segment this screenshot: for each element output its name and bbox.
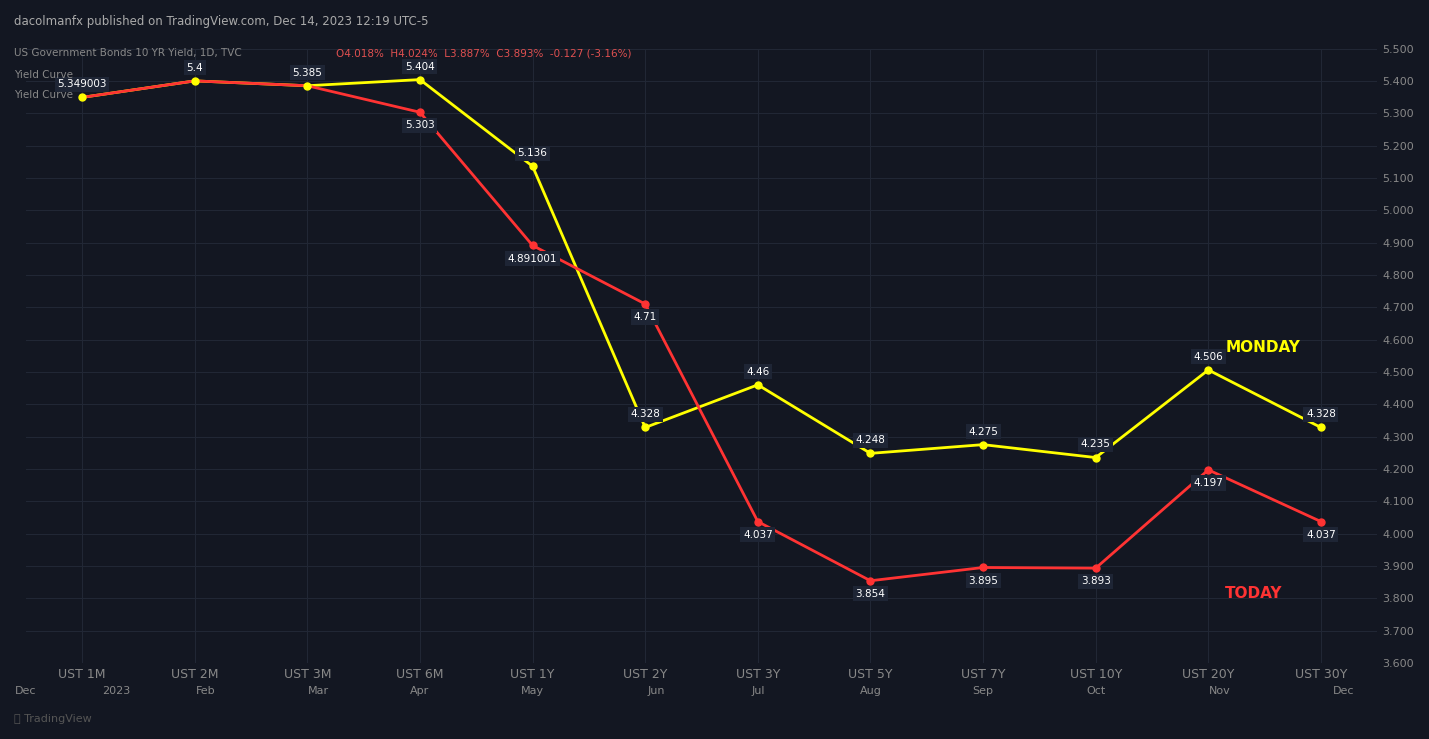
Text: 5.404: 5.404 — [404, 61, 434, 72]
Text: Aug: Aug — [859, 686, 882, 696]
Text: 4.037: 4.037 — [1306, 530, 1336, 539]
Text: 4.197: 4.197 — [1193, 478, 1223, 488]
Text: 4.275: 4.275 — [967, 426, 997, 437]
Text: Jun: Jun — [647, 686, 666, 696]
Text: dacolmanfx published on TradingView.com, Dec 14, 2023 12:19 UTC-5: dacolmanfx published on TradingView.com,… — [14, 15, 429, 28]
Text: TODAY: TODAY — [1225, 586, 1283, 602]
Text: 3.893: 3.893 — [1080, 576, 1110, 586]
Text: 4.46: 4.46 — [746, 367, 769, 377]
Text: Nov: Nov — [1209, 686, 1230, 696]
Text: 4.506: 4.506 — [1193, 352, 1223, 362]
Text: 5.303: 5.303 — [404, 120, 434, 130]
Text: 4.037: 4.037 — [743, 530, 773, 539]
Text: O4.018%  H4.024%  L3.887%  C3.893%  -0.127 (-3.16%): O4.018% H4.024% L3.887% C3.893% -0.127 (… — [336, 48, 632, 58]
Text: MONDAY: MONDAY — [1225, 341, 1300, 355]
Text: 5.136: 5.136 — [517, 148, 547, 158]
Text: 2023: 2023 — [101, 686, 130, 696]
Text: 5.385: 5.385 — [293, 68, 323, 78]
Text: 5.349003: 5.349003 — [57, 79, 107, 89]
Text: Dec: Dec — [14, 686, 37, 696]
Text: Oct: Oct — [1086, 686, 1105, 696]
Text: Dec: Dec — [1333, 686, 1355, 696]
Text: 4.235: 4.235 — [1080, 440, 1110, 449]
Text: US Government Bonds 10 YR Yield, 1D, TVC: US Government Bonds 10 YR Yield, 1D, TVC — [14, 48, 249, 58]
Text: Mar: Mar — [309, 686, 329, 696]
Text: Yield Curve: Yield Curve — [14, 70, 73, 81]
Text: May: May — [522, 686, 544, 696]
Text: 4.328: 4.328 — [1306, 409, 1336, 420]
Text: 3.854: 3.854 — [856, 589, 886, 599]
Text: 4.328: 4.328 — [630, 409, 660, 420]
Text: Jul: Jul — [752, 686, 765, 696]
Text: 🔺 TradingView: 🔺 TradingView — [14, 714, 91, 724]
Text: 4.891001: 4.891001 — [507, 253, 557, 264]
Text: Yield Curve: Yield Curve — [14, 90, 73, 101]
Text: 3.895: 3.895 — [967, 576, 997, 585]
Text: 4.71: 4.71 — [633, 312, 657, 322]
Text: Feb: Feb — [196, 686, 216, 696]
Text: Apr: Apr — [410, 686, 430, 696]
Text: 5.4: 5.4 — [186, 63, 203, 73]
Text: Sep: Sep — [973, 686, 993, 696]
Text: 4.248: 4.248 — [856, 435, 886, 446]
